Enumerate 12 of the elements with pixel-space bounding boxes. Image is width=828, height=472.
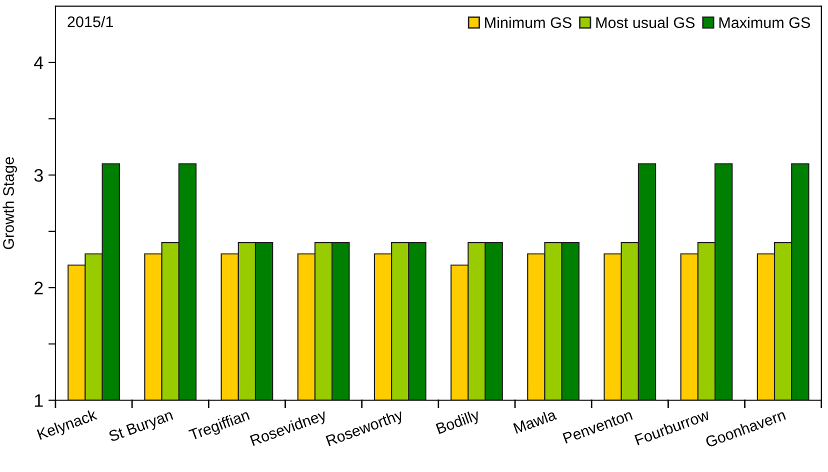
x-tick-label: Bodilly <box>436 408 482 437</box>
legend-label: Minimum GS <box>485 16 572 28</box>
y-axis-title: Growth Stage <box>2 157 17 250</box>
annotation: 2015/1 <box>68 16 113 28</box>
legend-label: Most usual GS <box>596 16 695 28</box>
y-tick-label: 2 <box>34 282 43 294</box>
y-tick-label: 4 <box>34 56 44 69</box>
x-tick-label: Mawla <box>513 408 558 434</box>
y-tick-label: 3 <box>34 168 43 182</box>
x-tick-label: St Buryan <box>108 409 174 445</box>
legend-label: Maximum GS <box>719 16 810 28</box>
y-tick-label: 1 <box>35 394 43 407</box>
